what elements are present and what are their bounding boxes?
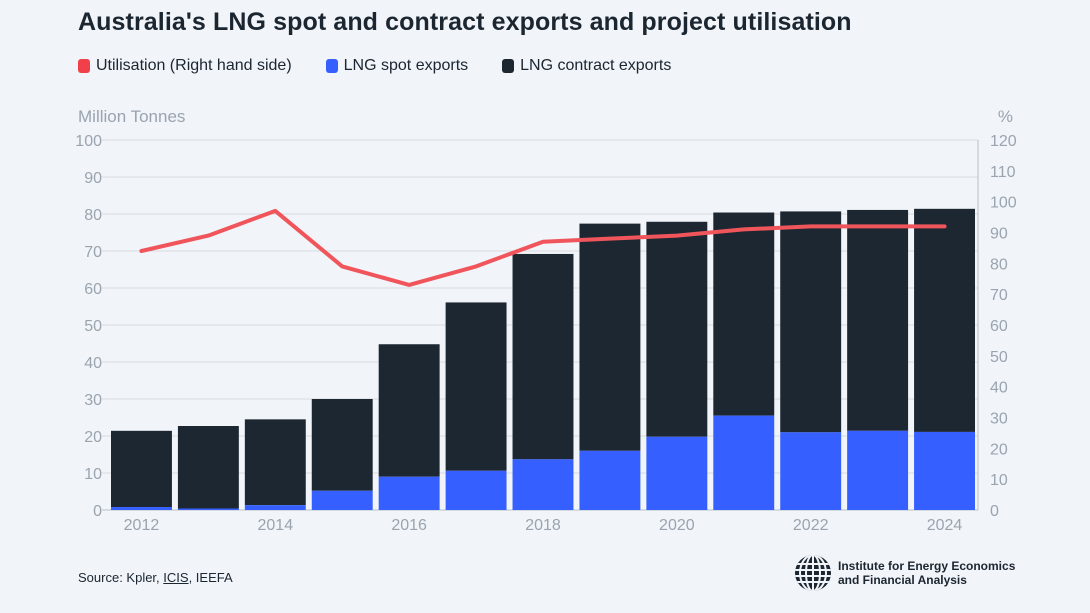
y2-tick-label: 10 xyxy=(990,472,1008,489)
x-tick-label: 2018 xyxy=(525,517,561,534)
y-tick-label: 60 xyxy=(84,281,102,298)
y-tick-label: 0 xyxy=(93,503,102,520)
x-tick-label: 2022 xyxy=(793,517,829,534)
bar-contract-2021 xyxy=(713,212,775,416)
source-note: Source: Kpler, ICIS, IEEFA xyxy=(78,570,233,585)
legend-swatch-contract xyxy=(502,59,515,73)
bar-contract-2017 xyxy=(445,302,507,471)
bar-spot-2016 xyxy=(378,476,440,510)
y-tick-label: 10 xyxy=(84,466,102,483)
utilisation-line xyxy=(139,208,947,287)
x-tick-label: 2016 xyxy=(391,517,427,534)
bar-contract-2013 xyxy=(177,426,239,509)
y2-tick-label: 40 xyxy=(990,380,1008,397)
bar-spot-2014 xyxy=(244,505,306,510)
source-prefix: Source: Kpler, xyxy=(78,570,164,585)
y2-tick-label: 70 xyxy=(990,287,1008,304)
y2-tick-label: 80 xyxy=(990,256,1008,273)
y2-tick-label: 100 xyxy=(990,195,1017,212)
bar-contract-2020 xyxy=(646,221,708,437)
y-tick-label: 30 xyxy=(84,392,102,409)
legend: Utilisation (Right hand side) LNG spot e… xyxy=(78,57,705,75)
bar-contract-2023 xyxy=(847,209,909,431)
y-tick-label: 40 xyxy=(84,355,102,372)
y-tick-label: 80 xyxy=(84,207,102,224)
legend-label-contract: LNG contract exports xyxy=(520,57,672,74)
source-link-icis[interactable]: ICIS xyxy=(163,570,189,585)
y2-tick-label: 20 xyxy=(990,441,1008,458)
bar-spot-2017 xyxy=(445,470,507,510)
bar-contract-2012 xyxy=(111,430,172,508)
y-tick-label: 90 xyxy=(84,170,102,187)
bar-spot-2023 xyxy=(847,430,909,510)
x-tick-label: 2024 xyxy=(927,517,963,534)
legend-item-contract: LNG contract exports xyxy=(502,57,671,75)
ieefa-logo: Institute for Energy Economics and Finan… xyxy=(794,554,1015,592)
y2-tick-label: 0 xyxy=(990,503,999,520)
bar-spot-2020 xyxy=(646,436,708,510)
bar-spot-2019 xyxy=(579,450,641,510)
legend-item-utilisation: Utilisation (Right hand side) xyxy=(78,57,292,75)
bar-contract-2019 xyxy=(579,223,641,451)
y-tick-label: 50 xyxy=(84,318,102,335)
bar-contract-2014 xyxy=(244,419,306,506)
y2-tick-label: 90 xyxy=(990,226,1008,243)
y2-tick-label: 60 xyxy=(990,318,1008,335)
x-tick-label: 2020 xyxy=(659,517,695,534)
globe-icon xyxy=(795,555,831,591)
y2-tick-label: 50 xyxy=(990,349,1008,366)
logo-line-2: and Financial Analysis xyxy=(838,573,967,587)
y2-tick-label: 30 xyxy=(990,411,1008,428)
legend-label-utilisation: Utilisation (Right hand side) xyxy=(96,57,292,74)
y-tick-label: 20 xyxy=(84,429,102,446)
bar-contract-2024 xyxy=(914,208,975,432)
ieefa-logo-text: Institute for Energy Economics and Finan… xyxy=(838,559,1015,587)
bar-contract-2016 xyxy=(378,344,440,477)
y-axis-title: Million Tonnes xyxy=(78,107,185,126)
bar-spot-2022 xyxy=(780,432,842,510)
x-tick-label: 2014 xyxy=(258,517,294,534)
legend-swatch-utilisation xyxy=(78,59,90,73)
y-tick-label: 100 xyxy=(75,133,102,150)
bar-spot-2018 xyxy=(512,459,574,510)
y2-tick-label: 120 xyxy=(990,133,1017,150)
legend-swatch-spot xyxy=(325,59,338,73)
x-tick-label: 2012 xyxy=(124,517,160,534)
bar-contract-2015 xyxy=(311,399,373,491)
y-tick-label: 70 xyxy=(84,244,102,261)
bar-spot-2015 xyxy=(311,490,373,510)
bar-spot-2024 xyxy=(914,431,975,510)
bar-contract-2018 xyxy=(512,253,574,460)
source-suffix: , IEEFA xyxy=(188,570,233,585)
legend-label-spot: LNG spot exports xyxy=(343,57,469,74)
bar-spot-2021 xyxy=(713,415,775,510)
y2-tick-label: 110 xyxy=(990,164,1016,181)
logo-line-1: Institute for Energy Economics xyxy=(838,559,1016,573)
chart-title: Australia's LNG spot and contract export… xyxy=(78,8,852,36)
y2-axis-title: % xyxy=(998,107,1013,126)
bar-contract-2022 xyxy=(780,211,842,433)
bar-spot-2013 xyxy=(177,508,239,510)
bar-spot-2012 xyxy=(111,507,172,510)
legend-item-spot: LNG spot exports xyxy=(325,57,469,75)
